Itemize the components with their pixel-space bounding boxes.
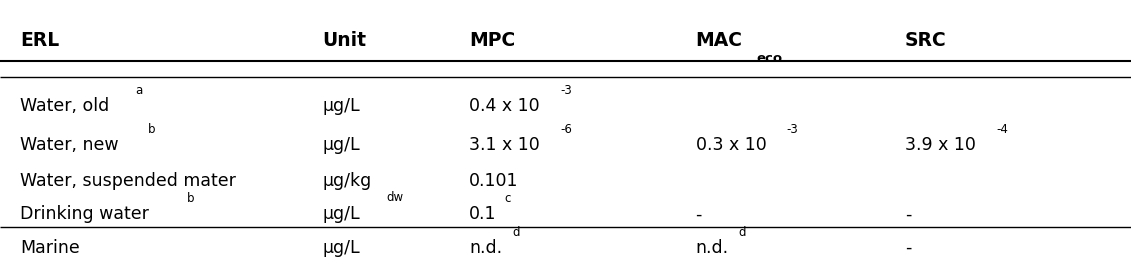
Text: n.d.: n.d. [469,239,502,257]
Text: μg/kg: μg/kg [322,172,372,190]
Text: 0.3 x 10: 0.3 x 10 [696,136,767,154]
Text: -3: -3 [561,84,572,97]
Text: -4: -4 [996,123,1008,136]
Text: μg/L: μg/L [322,205,360,223]
Text: MAC: MAC [696,31,743,51]
Text: b: b [148,123,155,136]
Text: b: b [187,192,195,205]
Text: 3.9 x 10: 3.9 x 10 [905,136,976,154]
Text: Water, suspended mater: Water, suspended mater [20,172,236,190]
Text: Water, old: Water, old [20,97,110,115]
Text: a: a [136,84,143,97]
Text: d: d [512,226,519,239]
Text: SRC: SRC [905,31,947,51]
Text: 0.1: 0.1 [469,205,497,223]
Text: Water, new: Water, new [20,136,119,154]
Text: 0.4 x 10: 0.4 x 10 [469,97,539,115]
Text: 3.1 x 10: 3.1 x 10 [469,136,541,154]
Text: d: d [739,226,745,239]
Text: Unit: Unit [322,31,366,51]
Text: eco: eco [757,52,783,65]
Text: μg/L: μg/L [322,97,360,115]
Text: MPC: MPC [469,31,516,51]
Text: Marine: Marine [20,239,80,257]
Text: -3: -3 [787,123,798,136]
Text: μg/L: μg/L [322,136,360,154]
Text: 0.101: 0.101 [469,172,519,190]
Text: -6: -6 [561,123,572,136]
Text: -: - [905,205,912,223]
Text: c: c [504,192,511,205]
Text: n.d.: n.d. [696,239,728,257]
Text: -: - [696,205,702,223]
Text: dw: dw [386,191,403,204]
Text: ERL: ERL [20,31,60,51]
Text: -: - [905,239,912,257]
Text: Drinking water: Drinking water [20,205,149,223]
Text: μg/L: μg/L [322,239,360,257]
